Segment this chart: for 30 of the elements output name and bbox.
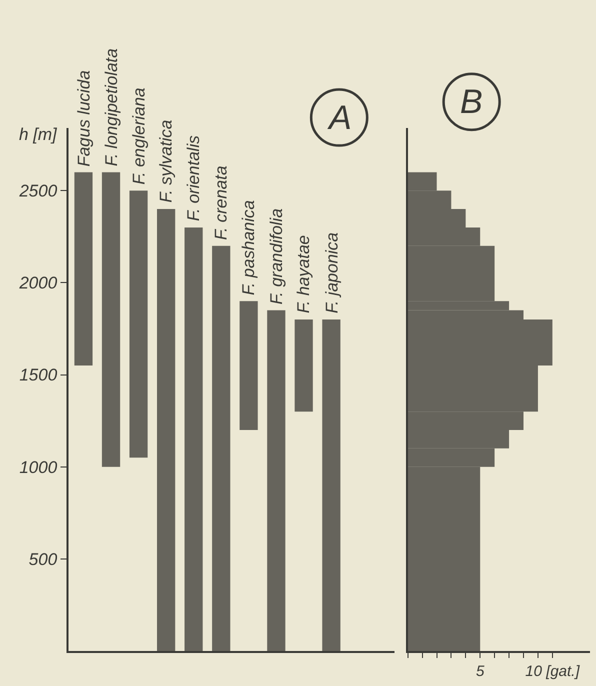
y-tick-label: 500 xyxy=(28,550,58,569)
x-tick-label: F. orientalis xyxy=(184,134,204,222)
x-tick-label: F. hayatae xyxy=(294,235,314,314)
x-tick-label: F. grandifolia xyxy=(266,208,286,305)
annotation: A xyxy=(327,99,352,137)
bar xyxy=(184,227,203,651)
bar xyxy=(157,209,176,651)
bar xyxy=(212,246,230,651)
x-tick-label: F. longipetiolata xyxy=(102,48,121,166)
x-tick-label: 5 xyxy=(476,662,485,680)
bar xyxy=(294,320,313,412)
x-tick-label: F. japonica xyxy=(322,232,342,314)
y-tick-label: 1000 xyxy=(19,458,58,477)
bar xyxy=(102,172,120,467)
text: B xyxy=(460,83,483,121)
bar xyxy=(240,301,258,430)
bar xyxy=(322,320,340,651)
x-tick-label: F. engleriana xyxy=(129,88,148,185)
y-axis-title: h [m] xyxy=(19,125,58,144)
y-tick-label: 2000 xyxy=(18,274,58,293)
x-tick-label: Fagus lucida xyxy=(74,70,94,167)
bar xyxy=(74,172,93,366)
x-tick-label: 10 [gat.] xyxy=(525,662,580,680)
x-tick-label: F. sylvatica xyxy=(156,120,176,203)
y-tick-label: 1500 xyxy=(19,366,58,385)
bar xyxy=(129,190,148,458)
x-tick-label: F. crenata xyxy=(211,166,230,240)
bar xyxy=(267,310,286,651)
x-tick-label: F. pashanica xyxy=(239,200,258,296)
y-tick-label: 2500 xyxy=(18,182,58,201)
